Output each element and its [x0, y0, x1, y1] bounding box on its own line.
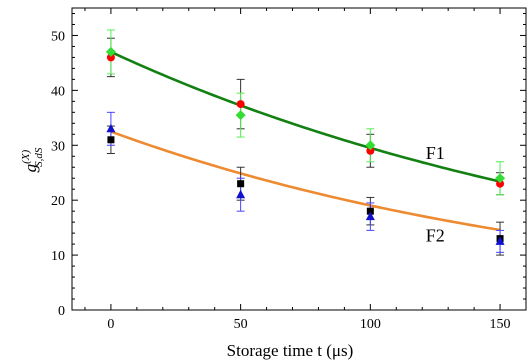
data-point-triangle — [106, 124, 115, 133]
data-point-circle — [237, 100, 245, 108]
y-axis-title-superscript: (X) — [20, 150, 32, 164]
fit-label-f1: F1 — [426, 143, 445, 163]
fit-label-f2: F2 — [426, 225, 445, 245]
plot-frame — [72, 8, 526, 310]
data-point-triangle — [236, 190, 245, 199]
data-point-diamond — [106, 47, 116, 57]
y-tick-label: 40 — [51, 84, 65, 99]
x-axis-title: Storage time t (μs) — [227, 341, 354, 360]
y-axis-title: g(X)S,dS — [20, 147, 45, 172]
svg-text:g(X)S,dS: g(X)S,dS — [20, 147, 45, 172]
x-tick-label: 150 — [490, 317, 511, 332]
x-tick-label: 50 — [234, 317, 248, 332]
data-point-diamond — [236, 110, 246, 120]
data-point-square — [107, 136, 114, 143]
y-tick-label: 30 — [51, 139, 65, 154]
y-axis-title-subscript: S,dS — [33, 147, 45, 167]
x-tick-label: 100 — [360, 317, 381, 332]
y-tick-label: 20 — [51, 194, 65, 209]
curve-labels: F1 F2 — [426, 143, 445, 245]
fit-curves — [111, 52, 500, 230]
axis-ticks — [72, 8, 526, 310]
y-tick-label: 10 — [51, 249, 65, 264]
y-tick-label: 0 — [58, 304, 65, 319]
y-tick-label: 50 — [51, 29, 65, 44]
x-tick-label: 0 — [107, 317, 114, 332]
tick-labels: 0 50 100 150 0 10 20 30 40 50 — [51, 29, 511, 332]
data-point-square — [237, 180, 244, 187]
